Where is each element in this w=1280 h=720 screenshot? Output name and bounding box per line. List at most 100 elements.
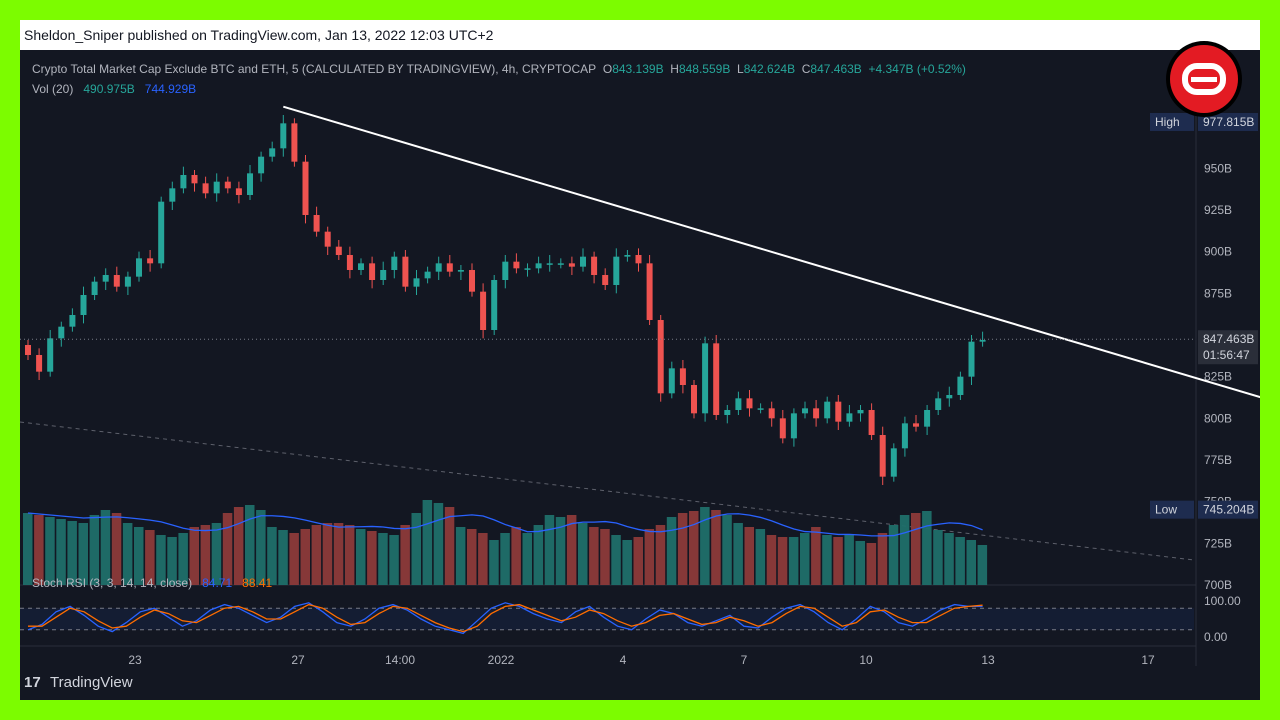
volume-bar <box>611 535 621 585</box>
volume-bar <box>800 533 810 585</box>
candle-body <box>380 270 387 280</box>
stoch-rsi-label: Stoch RSI (3, 3, 14, 14, close) <box>32 576 193 590</box>
y-tick-label: 950B <box>1204 161 1232 175</box>
volume-bar <box>34 515 44 585</box>
y-tick-label: 700B <box>1204 578 1232 592</box>
candle-body <box>102 275 109 282</box>
chart-canvas[interactable]: 700B725B750B775B800B825B850B875B900B925B… <box>20 50 1260 666</box>
volume-bar <box>766 535 777 585</box>
volume-bar <box>744 527 754 585</box>
candle-body <box>691 385 697 414</box>
y-tick-label: 800B <box>1204 411 1232 425</box>
volume-bar <box>666 517 677 585</box>
candle-body <box>624 255 631 257</box>
volume-bar <box>855 541 865 585</box>
tradingview-logo-icon[interactable]: 17 <box>24 674 41 691</box>
candle-body <box>424 271 431 279</box>
candle-body <box>180 175 187 189</box>
volume-bar <box>822 535 832 585</box>
candle-body <box>646 263 653 320</box>
volume-bar <box>23 513 33 585</box>
candle-body <box>25 345 31 355</box>
candle-body <box>69 315 76 327</box>
candle-body <box>313 215 320 232</box>
candle-body <box>602 275 609 285</box>
candle-body <box>435 263 442 272</box>
stoch-rsi-k-line <box>27 602 983 635</box>
symbol-title: Crypto Total Market Cap Exclude BTC and … <box>32 62 597 76</box>
candle-body <box>613 256 620 285</box>
candle-body <box>657 320 664 394</box>
volume-bar <box>245 505 255 585</box>
volume-bar <box>533 525 544 585</box>
candle-body <box>790 413 797 439</box>
candle-body <box>890 448 897 477</box>
candle-body <box>979 340 986 342</box>
symbol-info: Crypto Total Market Cap Exclude BTC and … <box>32 62 966 76</box>
high-value: 848.559B <box>678 62 731 76</box>
volume-bar <box>933 530 943 585</box>
volume-bar <box>677 513 688 585</box>
high-marker-label-bg <box>1150 112 1194 131</box>
volume-bar <box>866 543 877 585</box>
volume-bar <box>944 533 954 585</box>
high-marker-label: High <box>1155 115 1180 129</box>
volume-bar <box>189 527 199 585</box>
volume-bar <box>566 515 577 585</box>
volume-bar <box>722 515 732 585</box>
volume-bar <box>955 537 965 585</box>
high-marker-value: 977.815B <box>1203 115 1254 129</box>
volume-bar <box>400 525 410 585</box>
volume-label: Vol (20) <box>32 82 74 96</box>
volume-bar <box>322 523 333 585</box>
x-tick-label: 23 <box>128 653 142 666</box>
volume-bar <box>211 523 222 585</box>
tradingview-brand[interactable]: TradingView <box>50 674 133 691</box>
candle-body <box>580 256 586 267</box>
candle-body <box>36 355 43 372</box>
stoch-rsi-info: Stoch RSI (3, 3, 14, 14, close) 84.71 88… <box>32 576 272 590</box>
candle-body <box>136 258 142 277</box>
volume-bar <box>977 545 988 585</box>
volume-bar <box>555 517 566 585</box>
x-tick-label: 27 <box>291 653 305 666</box>
dashed-support-line <box>20 421 1195 561</box>
last-price-value: 847.463B <box>1203 332 1254 346</box>
volume-bar <box>222 513 233 585</box>
volume-bar <box>156 535 166 585</box>
brand-badge-icon <box>1166 41 1242 117</box>
candle-body <box>768 408 775 419</box>
x-tick-label: 4 <box>620 653 627 666</box>
candle-body <box>191 175 198 184</box>
volume-bar <box>833 537 843 585</box>
y-tick-label: 775B <box>1204 453 1232 467</box>
low-label: L <box>737 62 744 76</box>
candle-body <box>269 148 276 157</box>
resistance-trendline <box>283 105 1260 399</box>
volume-bar <box>78 523 88 585</box>
volume-bar <box>67 521 77 585</box>
volume-bar <box>966 540 976 585</box>
y-tick-label: 825B <box>1204 370 1232 384</box>
volume-bar <box>733 523 743 585</box>
candle-body <box>702 343 709 414</box>
y-tick-label: 725B <box>1204 536 1232 550</box>
volume-bar <box>311 525 322 585</box>
low-value: 842.624B <box>743 62 796 76</box>
candle-body <box>679 368 686 385</box>
volume-bar <box>200 525 211 585</box>
volume-bar <box>600 529 610 585</box>
footer: 17 TradingView <box>20 666 1260 700</box>
y-tick-label: 875B <box>1204 286 1232 300</box>
volume-bar <box>89 515 100 585</box>
volume-value-a: 490.975B <box>83 82 135 96</box>
candle-body <box>291 123 298 162</box>
volume-bar <box>489 540 499 585</box>
volume-bar <box>111 513 122 585</box>
candle-body <box>968 341 975 377</box>
candle-body <box>546 263 553 265</box>
volume-bar <box>622 540 632 585</box>
candle-body <box>746 398 753 409</box>
volume-bar <box>633 537 643 585</box>
candle-body <box>635 255 642 264</box>
